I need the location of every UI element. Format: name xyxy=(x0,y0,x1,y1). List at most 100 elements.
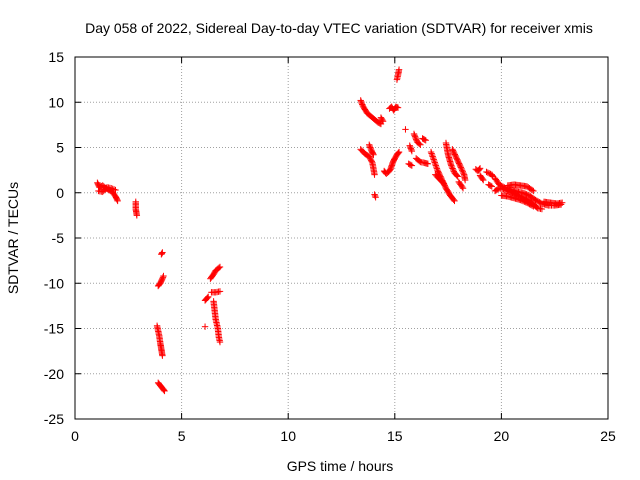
y-tick-label: 5 xyxy=(56,140,64,156)
data-point xyxy=(215,264,223,272)
data-point xyxy=(440,180,448,187)
data-point xyxy=(110,186,118,193)
x-tick-label: 10 xyxy=(280,428,296,444)
data-point xyxy=(457,164,465,171)
data-point xyxy=(432,162,440,169)
data-point xyxy=(422,137,429,144)
data-point xyxy=(408,146,415,153)
data-point xyxy=(488,183,496,190)
data-point xyxy=(367,144,374,151)
data-point xyxy=(416,140,423,148)
data-point xyxy=(394,104,402,111)
data-point xyxy=(431,159,438,166)
data-point xyxy=(476,166,483,173)
y-axis-title: SDTVAR / TECUs xyxy=(5,182,21,294)
data-point xyxy=(483,168,490,176)
data-point xyxy=(424,160,432,167)
y-tick-label: -20 xyxy=(44,366,64,382)
y-tick-label: -25 xyxy=(44,411,64,427)
data-point xyxy=(428,151,436,159)
data-point xyxy=(528,202,536,209)
tick-labels: 0 5 10 15 20 25 -25 -20 -15 -10 -5 0 5 10 15 xyxy=(44,49,616,444)
x-tick-label: 20 xyxy=(494,428,510,444)
data-point xyxy=(448,163,456,171)
data-point xyxy=(108,185,115,192)
data-point xyxy=(451,197,458,205)
data-point xyxy=(489,172,496,179)
y-tick-label: 0 xyxy=(56,185,64,201)
data-point xyxy=(372,194,379,201)
x-axis-title: GPS time / hours xyxy=(287,458,394,474)
data-point xyxy=(395,66,403,73)
data-point xyxy=(410,130,418,138)
data-point xyxy=(421,136,428,143)
data-point xyxy=(408,147,416,155)
data-point xyxy=(216,288,224,295)
data-point xyxy=(205,293,212,301)
data-point xyxy=(439,179,446,186)
data-point xyxy=(204,294,211,301)
data-point xyxy=(159,274,167,281)
data-point xyxy=(460,170,467,177)
data-point xyxy=(371,191,378,198)
data-point xyxy=(458,167,466,174)
data-point xyxy=(379,118,387,125)
data-point xyxy=(159,249,166,256)
data-point xyxy=(449,165,456,172)
data-point xyxy=(528,186,536,194)
data-point xyxy=(428,150,435,157)
chart-title: Day 058 of 2022, Sidereal Day-to-day VTE… xyxy=(85,20,593,36)
data-point xyxy=(484,169,492,176)
data-point xyxy=(371,192,379,200)
data-point xyxy=(411,132,418,139)
data-point xyxy=(159,275,166,282)
data-point xyxy=(487,182,494,190)
x-tick-label: 5 xyxy=(178,428,186,444)
data-point xyxy=(427,148,435,156)
data-point xyxy=(454,173,461,180)
data-point xyxy=(530,187,537,195)
data-point xyxy=(358,98,365,105)
data-point xyxy=(395,148,403,156)
data-point xyxy=(357,97,364,104)
data-point xyxy=(113,196,121,203)
data-point xyxy=(114,197,121,205)
data-point xyxy=(459,168,467,175)
data-point xyxy=(402,126,409,133)
data-point xyxy=(379,116,386,124)
data-point xyxy=(159,352,166,359)
data-point xyxy=(450,196,457,204)
data-point xyxy=(408,162,416,169)
data-point xyxy=(407,161,414,169)
data-point xyxy=(476,165,484,172)
data-point xyxy=(369,150,377,157)
y-tick-label: 15 xyxy=(48,49,64,65)
data-point xyxy=(461,176,469,184)
data-point xyxy=(417,141,424,148)
data-point xyxy=(395,149,402,157)
data-points xyxy=(94,66,566,395)
data-point xyxy=(370,151,377,158)
grid-lines xyxy=(75,57,608,419)
y-tick-label: -10 xyxy=(44,275,64,291)
data-point xyxy=(429,154,437,162)
y-tick-label: 10 xyxy=(48,94,64,110)
data-point xyxy=(430,156,437,163)
data-point xyxy=(406,142,413,149)
x-tick-label: 25 xyxy=(600,428,616,444)
data-point xyxy=(429,153,436,160)
data-point xyxy=(480,176,487,184)
data-point xyxy=(453,172,461,179)
data-point xyxy=(412,134,419,142)
data-point xyxy=(458,183,466,191)
data-point xyxy=(133,212,141,219)
data-point xyxy=(216,338,224,346)
data-point xyxy=(216,263,224,271)
y-tick-label: -15 xyxy=(44,321,64,337)
data-point xyxy=(458,165,465,173)
data-point xyxy=(448,162,455,169)
data-point xyxy=(161,387,168,395)
data-point xyxy=(538,205,546,213)
data-point xyxy=(433,163,440,171)
